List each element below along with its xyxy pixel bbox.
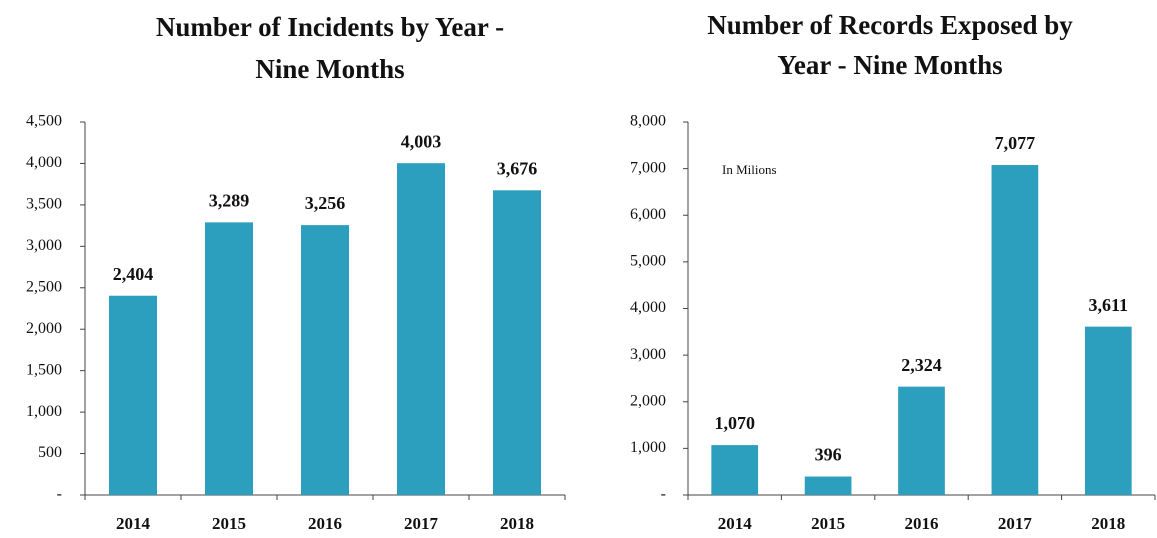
x-tick-label: 2016	[308, 514, 342, 533]
bar	[205, 222, 253, 495]
bar	[898, 386, 945, 495]
x-tick-label: 2018	[1091, 514, 1125, 533]
x-tick-label: 2014	[116, 514, 151, 533]
x-tick-label: 2015	[811, 514, 845, 533]
x-tick-label: 2017	[404, 514, 439, 533]
data-label: 1,070	[714, 413, 755, 433]
x-tick-label: 2018	[500, 514, 534, 533]
bar	[109, 295, 157, 495]
bar	[711, 445, 759, 495]
chart-title: Number of Records Exposed by	[707, 10, 1073, 40]
y-tick-label: 3,500	[26, 196, 62, 213]
bar	[804, 476, 852, 495]
y-tick-label: 4,000	[630, 299, 666, 316]
y-tick-label: 4,500	[26, 113, 62, 130]
y-tick-label: 1,000	[630, 439, 666, 456]
y-tick-label: 500	[38, 444, 62, 461]
y-tick-label: 2,500	[26, 278, 62, 295]
data-label: 7,077	[995, 133, 1036, 153]
bar	[397, 163, 445, 495]
y-tick-label: 3,000	[26, 237, 62, 254]
x-tick-label: 2017	[998, 514, 1033, 533]
data-label: 3,289	[209, 191, 250, 211]
x-tick-label: 2015	[212, 514, 246, 533]
y-tick-label: 1,500	[26, 361, 62, 378]
data-label: 4,003	[401, 131, 442, 151]
chart-title: Year - Nine Months	[777, 50, 1002, 80]
data-label: 2,404	[113, 264, 154, 284]
bar	[991, 165, 1039, 495]
annotation: In Milions	[722, 162, 777, 177]
y-tick-label: 2,000	[26, 320, 62, 337]
y-tick-label: 4,000	[26, 154, 62, 171]
y-tick-label: -	[57, 486, 62, 503]
data-label: 2,324	[901, 355, 942, 375]
x-tick-label: 2016	[905, 514, 939, 533]
y-tick-label: 7,000	[630, 159, 666, 176]
y-tick-label: 1,000	[26, 403, 62, 420]
bar	[301, 225, 349, 496]
y-tick-label: -	[661, 486, 666, 503]
bar	[493, 190, 541, 495]
data-label: 3,256	[305, 193, 346, 213]
y-tick-label: 2,000	[630, 392, 666, 409]
y-tick-label: 5,000	[630, 253, 666, 270]
data-label: 3,611	[1089, 295, 1129, 315]
y-tick-label: 8,000	[630, 113, 666, 130]
chart-title: Number of Incidents by Year -	[156, 12, 504, 42]
data-label: 3,676	[497, 158, 538, 178]
bar	[1084, 326, 1132, 495]
y-tick-label: 3,000	[630, 346, 666, 363]
y-tick-label: 6,000	[630, 206, 666, 223]
chart-title: Nine Months	[255, 54, 404, 84]
data-label: 396	[815, 445, 842, 465]
x-tick-label: 2014	[718, 514, 753, 533]
